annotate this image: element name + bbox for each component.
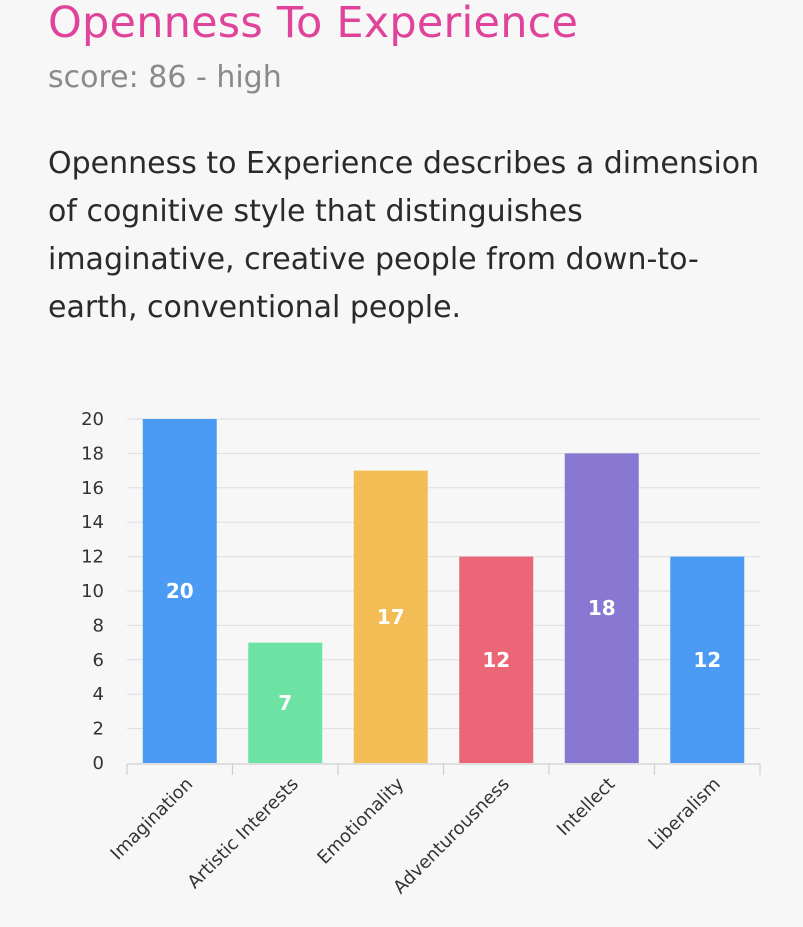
description-text: Openness to Experience describes a dimen… bbox=[48, 146, 760, 325]
bar-artistic-interests bbox=[248, 642, 323, 763]
bar-intellect bbox=[564, 453, 639, 763]
y-tick-label: 16 bbox=[81, 478, 104, 499]
data-label: 20 bbox=[166, 579, 194, 603]
data-label: 12 bbox=[693, 648, 721, 672]
y-tick-label: 20 bbox=[81, 409, 104, 430]
data-label: 18 bbox=[588, 596, 616, 620]
x-tick-label: Artistic Interests bbox=[184, 774, 303, 893]
page-title: Openness To Experience bbox=[48, 0, 579, 48]
data-label: 12 bbox=[482, 648, 510, 672]
score-line: score: 86 - high bbox=[48, 60, 282, 95]
y-tick-label: 2 bbox=[93, 719, 104, 740]
x-tick-label: Liberalism bbox=[644, 774, 725, 855]
x-tick-label: Emotionality bbox=[313, 773, 408, 868]
y-tick-label: 12 bbox=[81, 547, 104, 568]
y-tick-label: 10 bbox=[81, 581, 104, 602]
x-tick-label: Adventurousness bbox=[389, 774, 514, 899]
bar-emotionality bbox=[353, 470, 428, 763]
y-tick-label: 0 bbox=[93, 753, 104, 774]
y-tick-label: 14 bbox=[81, 512, 104, 533]
y-tick-label: 18 bbox=[81, 443, 104, 464]
x-tick-label: Imagination bbox=[107, 774, 198, 865]
bar-imagination bbox=[142, 419, 217, 763]
data-label: 17 bbox=[377, 605, 405, 629]
y-tick-label: 6 bbox=[93, 650, 104, 671]
y-tick-label: 8 bbox=[93, 615, 104, 636]
bar-liberalism bbox=[670, 556, 745, 763]
bar-adventurousness bbox=[459, 556, 534, 763]
y-tick-label: 4 bbox=[93, 684, 104, 705]
x-tick-label: Intellect bbox=[553, 774, 619, 840]
data-label: 7 bbox=[278, 691, 292, 715]
